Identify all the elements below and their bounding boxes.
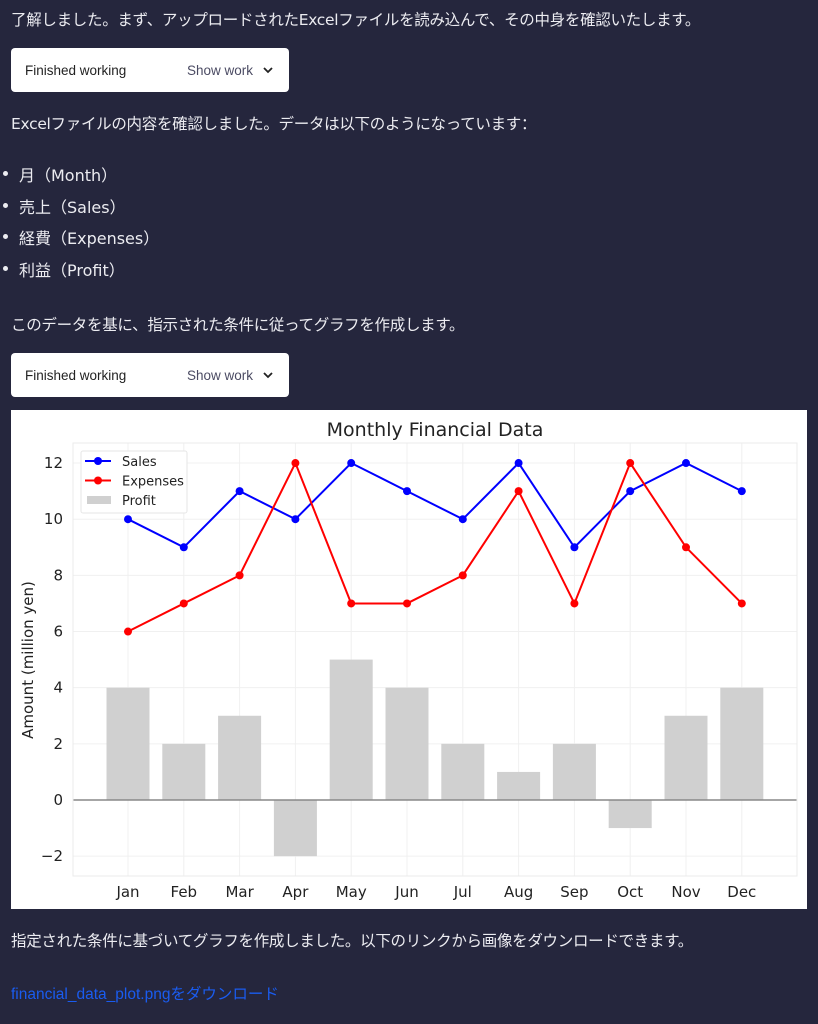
work-panel-1[interactable]: Finished working Show work <box>11 48 289 92</box>
data-point <box>626 487 635 496</box>
x-tick-label: Jan <box>115 883 139 901</box>
data-point <box>514 487 523 496</box>
data-point <box>626 459 635 468</box>
chart-svg: Monthly Financial Data −2 0 2 4 6 8 10 12 Jan Fe… <box>19 419 798 901</box>
data-point <box>235 571 244 580</box>
data-point <box>124 515 132 524</box>
data-point <box>403 487 411 496</box>
data-point <box>124 627 132 636</box>
y-axis-label: Amount (million yen) <box>19 581 37 739</box>
list-item: 売上（Sales） <box>0 192 159 224</box>
work-status: Finished working <box>25 62 127 78</box>
financial-chart: Monthly Financial Data −2 0 2 4 6 8 10 12 Jan Fe… <box>11 410 807 909</box>
profit-bar <box>608 800 652 829</box>
y-axis-ticks: −2 0 2 4 6 8 10 12 <box>41 454 63 865</box>
intro-message: 了解しました。まず、アップロードされたExcelファイルを読み込んで、その中身を… <box>11 11 701 29</box>
list-item: 月（Month） <box>0 160 159 192</box>
x-tick-label: Jul <box>453 883 472 901</box>
x-tick-label: Sep <box>560 883 588 901</box>
profit-bar <box>497 771 541 800</box>
y-tick-label: 12 <box>44 454 63 472</box>
list-item: 利益（Profit） <box>0 255 159 287</box>
data-point <box>403 599 411 608</box>
show-work-toggle[interactable]: Show work <box>186 367 253 383</box>
data-point <box>347 459 356 468</box>
chevron-down-icon[interactable] <box>261 63 275 77</box>
work-status: Finished working <box>25 367 127 383</box>
x-tick-label: May <box>336 883 367 901</box>
y-tick-label: 6 <box>53 623 63 641</box>
field-list: 月（Month） 売上（Sales） 経費（Expenses） 利益（Profi… <box>0 160 159 286</box>
profit-bar <box>664 715 708 800</box>
data-point <box>458 515 467 524</box>
profit-bar <box>273 800 317 857</box>
show-work-toggle[interactable]: Show work <box>186 62 253 78</box>
y-tick-label: 0 <box>53 791 63 809</box>
data-point <box>347 599 356 608</box>
data-point <box>514 459 523 468</box>
x-tick-label: Apr <box>282 883 309 901</box>
y-tick-label: 10 <box>44 510 63 528</box>
data-point <box>682 459 690 468</box>
download-link[interactable]: financial_data_plot.pngをダウンロード <box>11 986 279 1003</box>
y-tick-label: 4 <box>53 679 63 697</box>
data-point <box>291 459 300 468</box>
data-point <box>682 543 690 552</box>
x-tick-label: Nov <box>671 883 700 901</box>
x-tick-label: Feb <box>171 883 198 901</box>
chevron-down-icon[interactable] <box>261 368 275 382</box>
profit-bar <box>106 687 150 800</box>
profit-bars <box>106 659 764 857</box>
x-axis-ticks: Jan Feb Mar Apr May Jun Jul Aug Sep Oct Nov Dec <box>115 883 756 901</box>
data-point <box>458 571 467 580</box>
confirm-message: Excelファイルの内容を確認しました。データは以下のようになっています： <box>11 115 537 133</box>
x-tick-label: Oct <box>617 883 643 901</box>
y-tick-label: −2 <box>41 847 63 865</box>
list-item: 経費（Expenses） <box>0 223 159 255</box>
plan-message: このデータを基に、指示された条件に従ってグラフを作成します。 <box>11 316 465 334</box>
data-point <box>737 487 746 496</box>
profit-bar <box>218 715 262 800</box>
data-point <box>570 543 579 552</box>
legend-label: Sales <box>122 455 157 470</box>
data-point <box>179 543 188 552</box>
x-tick-label: Dec <box>727 883 756 901</box>
profit-bar <box>552 743 596 800</box>
profit-bar <box>441 743 485 800</box>
profit-bar <box>385 687 429 800</box>
legend-label: Expenses <box>122 475 184 490</box>
chart-legend: Sales Expenses Profit <box>80 450 188 514</box>
chart-grid <box>73 443 797 876</box>
data-point <box>235 487 244 496</box>
x-tick-label: Mar <box>225 883 254 901</box>
x-tick-label: Jun <box>394 883 418 901</box>
y-tick-label: 2 <box>53 735 63 753</box>
data-point <box>291 515 300 524</box>
expenses-line <box>127 460 743 633</box>
chart-title: Monthly Financial Data <box>327 419 544 441</box>
y-tick-label: 8 <box>53 566 63 584</box>
work-panel-2[interactable]: Finished working Show work <box>11 353 289 397</box>
done-message: 指定された条件に基づいてグラフを作成しました。以下のリンクから画像をダウンロード… <box>11 932 693 950</box>
profit-bar <box>720 687 764 800</box>
profit-bar <box>162 743 206 800</box>
sales-line <box>127 461 743 549</box>
data-point <box>737 599 746 608</box>
chart-lines <box>124 459 746 636</box>
plot-frame <box>72 442 798 877</box>
legend-label: Profit <box>122 494 156 509</box>
profit-bar <box>329 659 373 800</box>
data-point <box>570 599 579 608</box>
data-point <box>179 599 188 608</box>
x-tick-label: Aug <box>504 883 533 901</box>
